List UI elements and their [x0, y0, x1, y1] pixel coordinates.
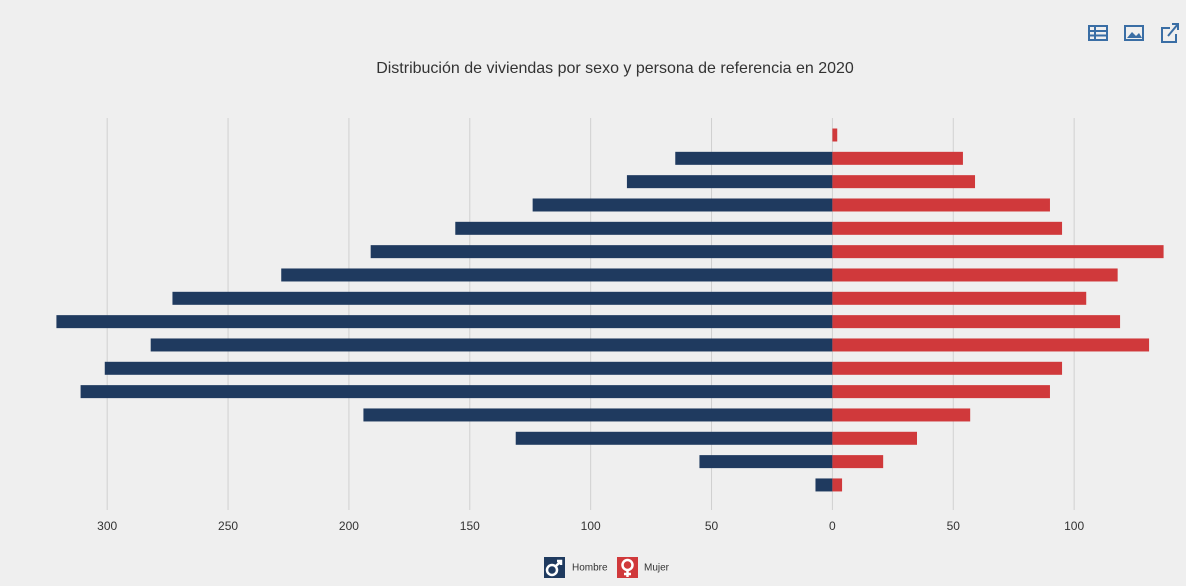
bar: [370, 245, 833, 259]
bar: [455, 221, 833, 235]
bar: [626, 175, 833, 189]
bar: [699, 455, 833, 469]
bar: [832, 361, 1063, 375]
bar: [832, 408, 971, 422]
x-tick-label: 0: [829, 519, 836, 533]
bar: [832, 128, 838, 142]
bar: [832, 478, 843, 492]
male-symbol: [545, 563, 559, 577]
x-tick-label: 200: [339, 519, 359, 533]
bar: [832, 151, 963, 165]
chart-title: Distribución de viviendas por sexo y per…: [376, 60, 854, 77]
bar: [832, 385, 1050, 399]
bar: [815, 478, 833, 492]
bar: [80, 385, 833, 399]
bar: [281, 268, 833, 282]
bar: [832, 221, 1063, 235]
bar: [363, 408, 833, 422]
x-tick-label: 50: [947, 519, 961, 533]
x-tick-label: 100: [581, 519, 601, 533]
bar: [832, 315, 1121, 329]
bar: [832, 175, 976, 189]
legend: Hombre Mujer: [544, 557, 670, 578]
image-icon[interactable]: [1124, 25, 1144, 41]
bar: [832, 338, 1150, 352]
bar: [150, 338, 833, 352]
external-link-icon[interactable]: [1161, 23, 1179, 43]
bar: [832, 291, 1087, 305]
bar: [832, 198, 1050, 212]
legend-label: Mujer: [644, 563, 670, 574]
bar: [104, 361, 833, 375]
bar: [172, 291, 833, 305]
bar: [832, 431, 918, 445]
legend-label: Hombre: [572, 563, 608, 574]
x-tick-label: 150: [460, 519, 480, 533]
bar: [515, 431, 833, 445]
bar: [832, 245, 1164, 259]
bar: [532, 198, 833, 212]
table-icon[interactable]: [1088, 25, 1108, 41]
bar: [832, 455, 884, 469]
bar: [56, 315, 833, 329]
x-tick-label: 300: [97, 519, 117, 533]
x-tick-label: 100: [1064, 519, 1084, 533]
bar: [832, 268, 1118, 282]
x-tick-label: 50: [705, 519, 719, 533]
x-tick-label: 250: [218, 519, 238, 533]
bar: [675, 151, 833, 165]
